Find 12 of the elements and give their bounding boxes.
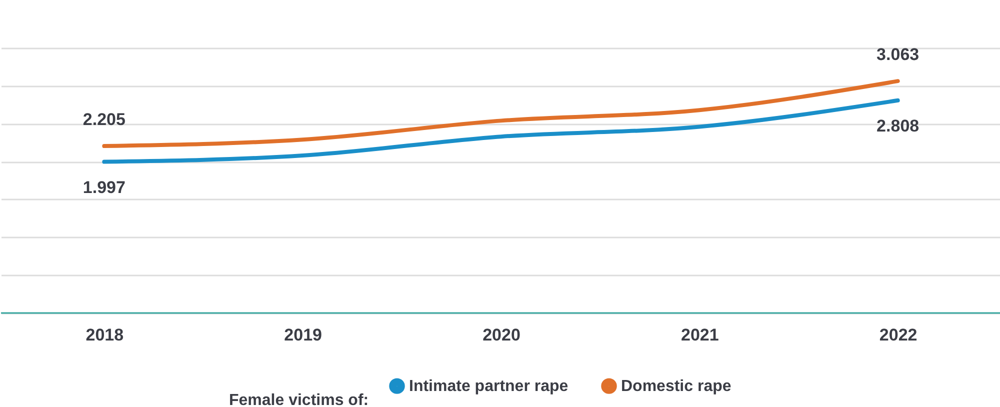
legend-label: Intimate partner rape [409, 378, 568, 396]
x-tick-label: 2021 [681, 326, 719, 344]
legend-title: Female victims of: [229, 392, 369, 407]
x-tick-label: 2020 [482, 326, 520, 344]
data-label: 2.205 [82, 110, 126, 130]
data-label: 2.808 [876, 116, 920, 136]
legend-label: Domestic rape [621, 378, 732, 396]
x-tick-label: 2022 [879, 326, 918, 344]
x-tick-label: 2018 [86, 326, 124, 344]
data-label: 1.997 [82, 178, 126, 197]
x-tick-label: 2019 [284, 326, 322, 344]
data-label: 3.063 [876, 45, 920, 64]
